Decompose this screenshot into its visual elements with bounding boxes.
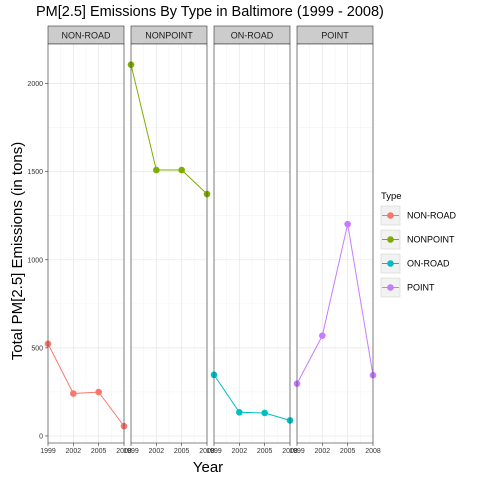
x-tick-label: 1999 bbox=[40, 448, 56, 455]
facet-panel-non-road: NON-ROAD 1999 2002 2005 2008 bbox=[40, 25, 132, 455]
x-tick-label: 2002 bbox=[149, 448, 165, 455]
legend-title: Type bbox=[381, 191, 402, 202]
y-axis-title: Total PM[2.5] Emissions (in tons) bbox=[9, 142, 26, 360]
data-point bbox=[153, 166, 160, 174]
legend: Type NON-ROAD NONPOINT ON-ROAD POINT bbox=[380, 191, 456, 298]
data-point bbox=[236, 408, 243, 416]
y-axis: 0 500 1000 1500 2000 bbox=[27, 81, 48, 440]
x-tick-label: 1999 bbox=[289, 448, 305, 455]
panel-border bbox=[296, 43, 374, 444]
x-tick-label: 1999 bbox=[206, 448, 222, 455]
x-tick-label: 2005 bbox=[91, 448, 107, 455]
chart-title: PM[2.5] Emissions By Type in Baltimore (… bbox=[36, 4, 384, 20]
legend-label: NON-ROAD bbox=[407, 211, 456, 221]
series-line-point bbox=[296, 224, 374, 384]
y-tick-label: 1000 bbox=[27, 257, 43, 264]
x-tick-label: 2008 bbox=[282, 448, 298, 455]
x-tick-label: 2005 bbox=[340, 448, 356, 455]
x-tick-label: 2008 bbox=[199, 448, 215, 455]
panel-border bbox=[130, 43, 208, 444]
legend-item-point: POINT bbox=[380, 277, 435, 298]
x-tick-label: 2002 bbox=[315, 448, 331, 455]
y-tick-label: 1500 bbox=[27, 169, 43, 176]
x-tick-label: 2008 bbox=[365, 448, 381, 455]
legend-item-nonpoint: NONPOINT bbox=[380, 229, 455, 250]
legend-label: POINT bbox=[407, 283, 435, 293]
x-axis-title: Year bbox=[193, 459, 223, 476]
facet-panel-point: POINT 1999 2002 2005 2008 bbox=[289, 25, 381, 455]
data-point bbox=[70, 390, 77, 397]
x-tick-label: 2005 bbox=[257, 448, 273, 455]
legend-label: ON-ROAD bbox=[407, 259, 450, 269]
x-tick-label: 2002 bbox=[232, 448, 248, 455]
y-tick-label: 2000 bbox=[27, 81, 43, 88]
legend-key-point bbox=[387, 212, 394, 219]
y-tick-label: 0 bbox=[39, 433, 43, 440]
data-point bbox=[261, 409, 268, 417]
data-point bbox=[344, 220, 351, 228]
series-line-on-road bbox=[213, 374, 291, 421]
facet-panels: NON-ROAD 1999 2002 2005 2008 NONPOINT 1999 2002… bbox=[40, 25, 381, 455]
facet-strip-label: POINT bbox=[321, 31, 349, 41]
data-point bbox=[95, 388, 102, 396]
x-tick-label: 2005 bbox=[174, 448, 190, 455]
x-tick-label: 2008 bbox=[116, 448, 132, 455]
facet-strip-label: NONPOINT bbox=[145, 31, 193, 41]
data-point bbox=[178, 166, 185, 174]
legend-label: NONPOINT bbox=[407, 235, 455, 245]
x-tick-label: 2002 bbox=[66, 448, 82, 455]
panel-border bbox=[213, 43, 291, 444]
panel-border bbox=[47, 43, 125, 444]
facet-panel-on-road: ON-ROAD 1999 2002 2005 2008 bbox=[206, 25, 298, 455]
y-tick-label: 500 bbox=[31, 345, 43, 352]
x-tick-label: 1999 bbox=[123, 448, 139, 455]
series-line-non-road bbox=[47, 343, 125, 427]
legend-key-point bbox=[387, 236, 394, 243]
facet-strip-label: NON-ROAD bbox=[62, 31, 111, 41]
facet-strip-label: ON-ROAD bbox=[231, 31, 274, 41]
data-point bbox=[319, 332, 326, 339]
legend-item-on-road: ON-ROAD bbox=[380, 253, 450, 274]
series-line-nonpoint bbox=[130, 64, 208, 195]
legend-key-point bbox=[387, 284, 394, 291]
facet-panel-nonpoint: NONPOINT 1999 2002 2005 2008 bbox=[123, 25, 215, 455]
legend-item-non-road: NON-ROAD bbox=[380, 205, 456, 226]
legend-key-point bbox=[387, 260, 394, 267]
